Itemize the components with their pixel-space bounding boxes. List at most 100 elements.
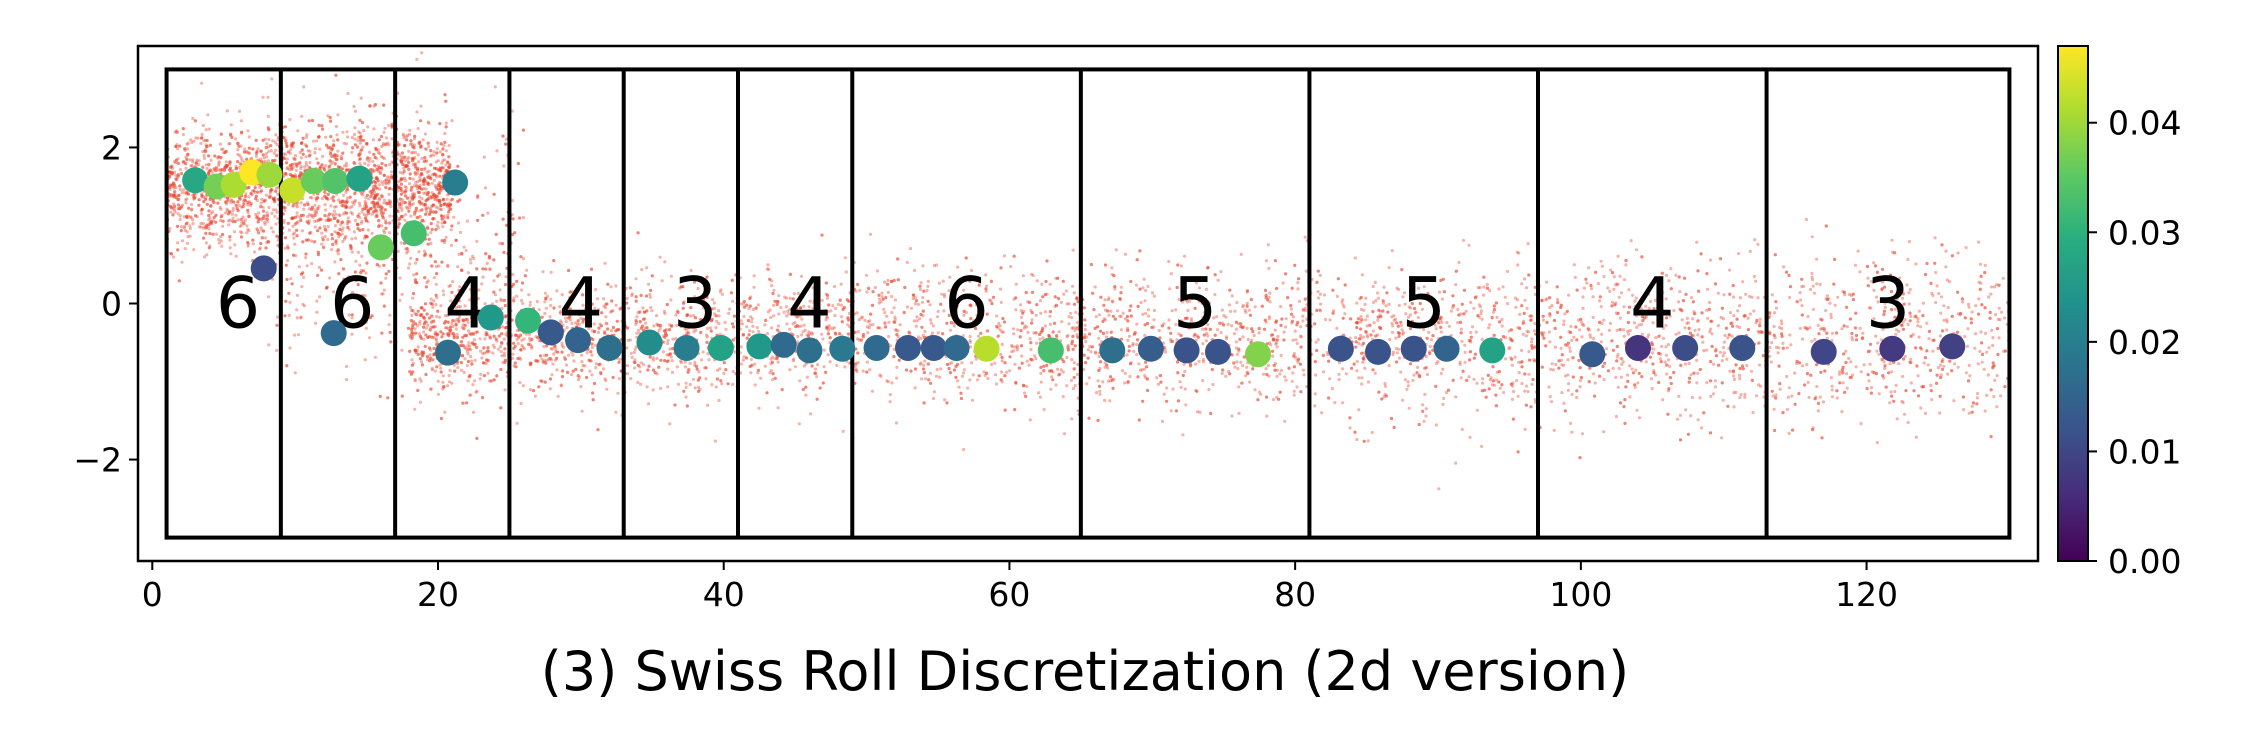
background-point <box>1139 300 1143 305</box>
background-point <box>361 298 365 302</box>
background-point <box>1103 398 1107 402</box>
background-point <box>485 261 489 265</box>
background-point <box>332 209 336 213</box>
background-point <box>1291 315 1296 319</box>
background-point <box>234 254 238 258</box>
background-point <box>1840 371 1844 375</box>
background-point <box>1304 269 1308 273</box>
background-point <box>190 140 194 144</box>
background-point <box>839 282 843 286</box>
background-point <box>854 289 858 293</box>
background-point <box>1495 315 1499 319</box>
background-point <box>190 164 194 168</box>
background-point <box>770 284 774 288</box>
background-point <box>922 363 926 367</box>
background-point <box>358 216 362 220</box>
background-point <box>334 238 338 242</box>
background-point <box>1054 295 1058 299</box>
background-point <box>1930 398 1934 402</box>
background-point <box>419 178 423 182</box>
background-point <box>666 338 670 343</box>
background-point <box>305 133 309 137</box>
background-point <box>722 371 726 376</box>
background-point <box>465 349 469 353</box>
background-point <box>1174 308 1178 312</box>
background-point <box>205 166 209 171</box>
background-point <box>342 141 346 145</box>
background-point <box>1963 335 1967 339</box>
background-point <box>288 346 292 350</box>
background-point <box>435 264 439 268</box>
background-point <box>919 361 923 365</box>
background-point <box>1071 248 1075 252</box>
background-point <box>416 126 420 131</box>
background-point <box>463 345 467 350</box>
background-point <box>693 386 697 390</box>
background-point <box>770 279 774 283</box>
background-point <box>267 343 271 347</box>
background-point <box>861 369 865 373</box>
background-point <box>1519 360 1523 365</box>
background-point <box>658 255 662 259</box>
background-point <box>1946 305 1950 310</box>
background-point <box>332 139 336 143</box>
background-point <box>243 218 247 222</box>
background-point <box>731 338 735 342</box>
background-point <box>1233 365 1237 369</box>
background-point <box>1094 315 1098 319</box>
background-point <box>1577 318 1581 322</box>
background-point <box>1282 330 1286 334</box>
background-point <box>1463 360 1467 364</box>
background-point <box>211 210 215 214</box>
background-point <box>204 128 208 132</box>
background-point <box>444 121 448 125</box>
background-point <box>886 290 890 294</box>
background-point <box>755 326 759 330</box>
background-point <box>796 334 800 339</box>
background-point <box>398 298 402 302</box>
background-point <box>199 141 203 145</box>
background-point <box>1627 332 1631 336</box>
background-point <box>1167 318 1171 322</box>
background-point <box>564 320 568 324</box>
background-point <box>408 262 412 266</box>
background-point <box>515 294 519 298</box>
background-point <box>1348 336 1352 340</box>
background-point <box>1458 362 1462 366</box>
background-point <box>1970 310 1974 314</box>
background-point <box>1269 333 1273 338</box>
background-point <box>1376 296 1380 300</box>
background-point <box>883 322 887 326</box>
background-point <box>1376 318 1380 322</box>
background-point <box>468 344 472 348</box>
background-point <box>1801 337 1805 341</box>
background-point <box>1548 305 1552 310</box>
background-point <box>1019 315 1024 319</box>
background-point <box>989 299 993 303</box>
background-point <box>398 186 402 190</box>
background-point <box>337 248 341 253</box>
background-point <box>1552 428 1556 432</box>
background-point <box>1566 373 1570 377</box>
background-point <box>670 359 674 363</box>
background-point <box>418 319 422 324</box>
background-point <box>371 169 375 174</box>
background-point <box>928 371 933 375</box>
background-point <box>1481 381 1485 385</box>
background-point <box>483 351 487 355</box>
background-point <box>1327 396 1331 400</box>
background-point <box>323 191 327 195</box>
background-point <box>441 385 445 389</box>
background-point <box>186 235 190 239</box>
background-point <box>770 326 774 330</box>
background-point <box>1602 430 1606 434</box>
background-point <box>469 393 473 397</box>
background-point <box>312 240 316 244</box>
background-point <box>1530 314 1534 318</box>
background-point <box>1422 419 1426 423</box>
background-point <box>863 318 867 322</box>
background-point <box>341 151 345 155</box>
background-point <box>1220 371 1224 375</box>
background-point <box>952 310 956 314</box>
background-point <box>1964 246 1968 250</box>
